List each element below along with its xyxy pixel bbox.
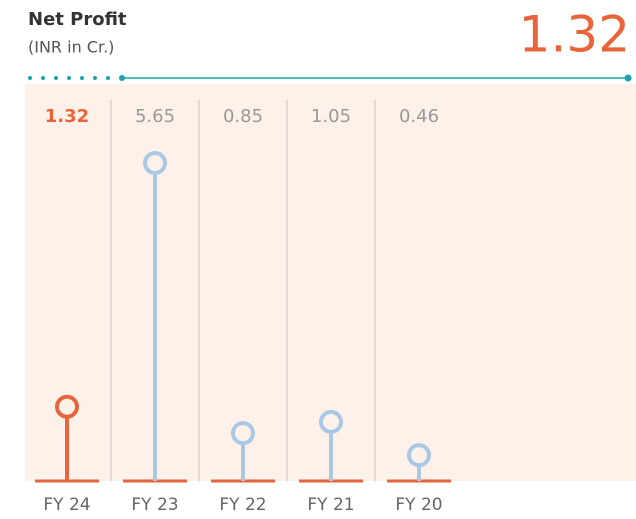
- value-label: 0.46: [399, 106, 439, 127]
- x-tick-label: FY 22: [219, 495, 266, 515]
- head: [407, 443, 431, 468]
- chart-title: Net Profit: [28, 9, 127, 30]
- head: [231, 421, 255, 446]
- value-label: 5.65: [135, 106, 175, 127]
- value-label: 0.85: [223, 106, 263, 127]
- panel: [25, 84, 636, 481]
- rule-dot: [624, 74, 632, 82]
- head: [143, 151, 167, 175]
- x-tick-label: FY 21: [307, 495, 354, 515]
- head: [319, 409, 343, 434]
- value-label: 1.05: [311, 106, 351, 127]
- value-label: 1.32: [45, 106, 89, 127]
- head: [55, 394, 79, 419]
- x-tick-label: FY 24: [43, 495, 90, 515]
- headline-value: 1.32: [519, 6, 630, 64]
- chart-subtitle: (INR in Cr.): [28, 38, 114, 57]
- x-tick-label: FY 20: [395, 495, 442, 515]
- x-tick-label: FY 23: [131, 495, 178, 515]
- rule-dot: [119, 75, 125, 81]
